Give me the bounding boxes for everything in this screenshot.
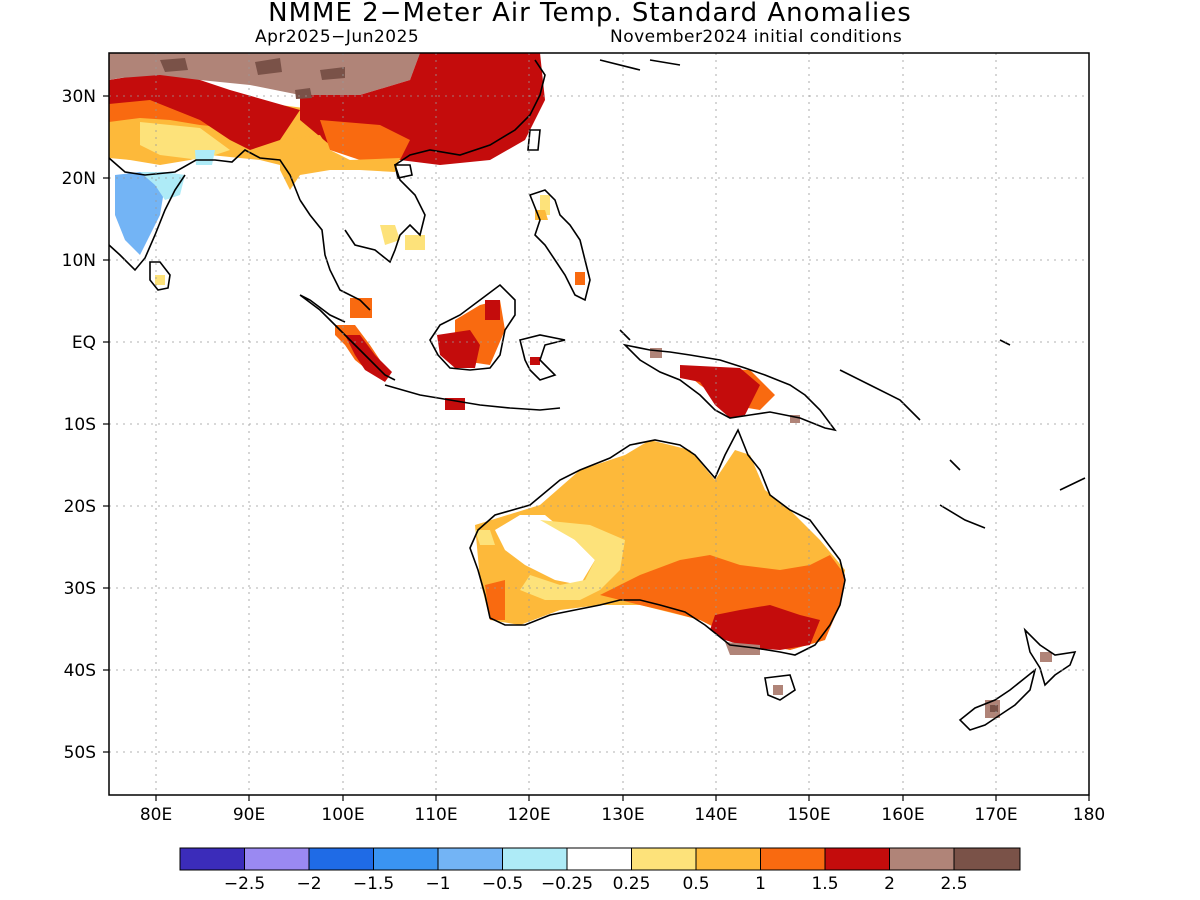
coast-taiwan [527,129,541,151]
grid-lines [109,53,1089,795]
anomaly-region-australia-west-yellow [475,520,625,600]
colorbar-box-10 [760,847,826,871]
colorbar-label-9: 1 [755,874,766,894]
colorbar-box-11 [824,847,890,871]
map-title: NMME 2−Meter Air Temp. Standard Anomalie… [268,0,912,28]
longitude-labels: 80E 90E 100E 110E 120E 130E 140E 150E 16… [140,805,1105,825]
lon-label-130e: 130E [601,805,644,825]
coast-australia [469,428,846,656]
lat-label-30s: 30S [64,579,96,599]
coast-philippines [528,189,591,302]
colorbar: −2.5 −2 −1.5 −1 −0.5 −0.25 0.25 0.5 1 1.… [179,847,1021,894]
lon-label-110e: 110E [414,805,457,825]
lon-label-160e: 160E [881,805,924,825]
anomaly-region-borneo-red [437,300,500,368]
lon-label-80e: 80E [140,805,172,825]
coast-sumatra [299,294,396,381]
colorbar-label-10: 1.5 [811,874,838,894]
anomaly-region-australia-west-white [495,515,595,585]
colorbar-label-6: −0.25 [541,874,593,894]
colorbar-label-2: −2 [296,874,321,894]
colorbar-box-4 [373,847,439,871]
coast-india-west [109,174,186,272]
coast-india [109,149,301,201]
anomaly-region-china-south-orange [320,120,410,160]
coast-newzealand-south [958,667,1037,731]
colorbar-label-7: 0.25 [613,874,651,894]
anomaly-region-tibet-darkbrown [160,58,345,99]
coast-sulawesi [519,334,566,381]
coast-java [384,384,561,411]
lon-label-180: 180 [1073,805,1105,825]
colorbar-box-9 [695,847,761,871]
anomaly-region-india-south-blue [115,172,165,255]
lat-label-10s: 10S [64,415,96,435]
lat-label-30n: 30N [62,87,96,107]
anomaly-region-bengal-lightblue [195,150,215,165]
anomaly-region-sulawesi-red [530,357,540,365]
anomaly-region-australia-brown [725,642,783,695]
initial-conditions: November2024 initial conditions [610,27,903,47]
coast-indochina [299,59,546,311]
colorbar-label-12: 2.5 [940,874,967,894]
coast-hainan [393,164,413,179]
colorbar-label-11: 2 [884,874,895,894]
colorbar-box-2 [244,847,310,871]
coast-newguinea [622,343,837,432]
anomaly-fields [109,53,1052,718]
lon-label-90e: 90E [233,805,265,825]
anomaly-region-indochina-orange [280,135,400,190]
colorbar-box-7 [566,847,632,871]
lon-label-100e: 100E [321,805,364,825]
lat-label-10n: 10N [62,251,96,271]
colorbar-box-13 [953,847,1021,871]
lat-label-eq: EQ [72,333,96,353]
lat-label-40s: 40S [64,661,96,681]
lon-label-170e: 170E [974,805,1017,825]
forecast-period: Apr2025−Jun2025 [255,27,420,47]
tick-marks [103,95,1090,801]
anomaly-region-luzon-orange [575,272,585,285]
lat-label-50s: 50S [64,743,96,763]
colorbar-label-8: 0.5 [682,874,709,894]
lon-label-150e: 150E [787,805,830,825]
colorbar-label-1: −2.5 [224,874,265,894]
colorbar-box-6 [502,847,568,871]
coast-tasmania [764,674,796,701]
colorbar-label-4: −1 [425,874,450,894]
colorbar-box-5 [437,847,503,871]
coast-pacific-islands [599,59,1086,529]
colorbar-box-12 [889,847,955,871]
colorbar-label-3: −1.5 [353,874,394,894]
lon-label-140e: 140E [694,805,737,825]
colorbar-box-1 [179,847,245,871]
anomaly-region-australia-southeast-red [710,605,820,650]
lat-label-20n: 20N [62,169,96,189]
colorbar-label-5: −0.5 [482,874,523,894]
coast-borneo [429,283,516,371]
coast-srilanka [149,261,171,291]
lat-label-20s: 20S [64,497,96,517]
anomaly-region-himalaya-red [109,70,300,150]
colorbar-box-3 [308,847,374,871]
colorbar-box-8 [631,847,697,871]
anomaly-region-newzealand-darkbrown [990,705,998,712]
lon-label-120e: 120E [507,805,550,825]
latitude-labels: 30N 20N 10N EQ 10S 20S 30S 40S 50S [62,87,96,763]
anomaly-region-newguinea-red [680,365,760,418]
coastlines [109,59,1086,731]
